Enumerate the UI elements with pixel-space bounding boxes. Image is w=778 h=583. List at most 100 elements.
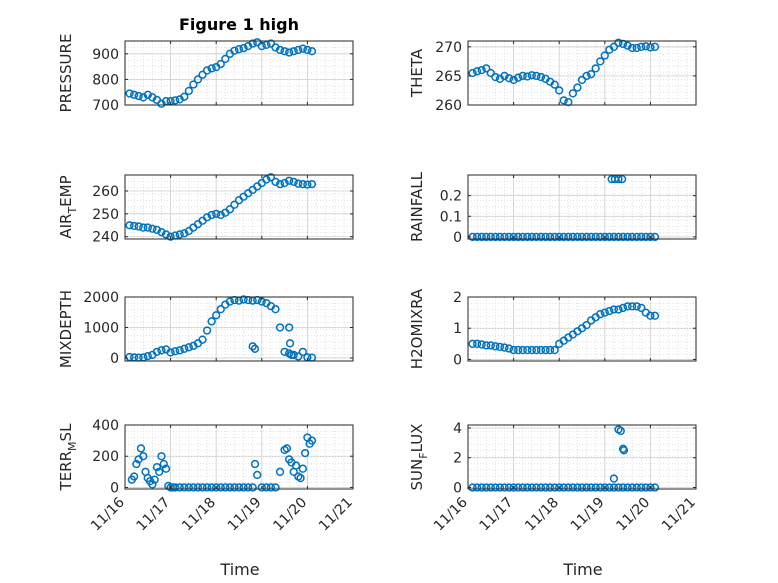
data-point [307,47,317,56]
y-tick-label: 200 [92,449,119,465]
data-point [650,483,660,492]
y-tick-label: 2000 [83,290,119,306]
data-point [180,92,189,101]
data-point [541,483,550,492]
data-point [628,232,637,242]
y-axis-label-main: THETA [408,48,426,98]
data-point [262,483,271,492]
x-tick-label: 11/19 [225,495,265,535]
data-point [159,459,168,469]
y-axis-label-subscript: T [66,207,79,215]
data-point [568,483,578,492]
data-point [628,302,637,311]
data-point [559,483,568,492]
data-point [157,452,166,461]
data-point [271,305,280,314]
data-point [550,80,559,89]
data-point [171,347,180,356]
data-point [623,232,632,242]
data-point [152,347,162,357]
data-point [216,210,225,220]
series-markers [468,38,660,107]
data-point [559,96,568,105]
subplot-left-3: 0 1000 2000 MIXDEPTH [57,290,354,368]
data-point [491,483,500,492]
data-point [287,350,296,360]
data-point [600,308,609,317]
data-point [577,483,587,492]
data-point [564,483,573,492]
data-point [605,306,614,316]
data-point [514,232,523,242]
data-point [545,345,555,355]
data-point [568,89,578,98]
data-point [221,483,230,492]
data-point [275,323,285,332]
data-point [148,480,157,489]
data-point [518,483,527,492]
data-point [239,44,248,53]
data-point [536,232,546,242]
data-point [632,43,641,53]
data-point [230,483,239,492]
data-point [225,205,235,214]
data-point [285,176,294,185]
data-point [136,444,146,453]
data-point [623,483,632,492]
data-point [527,71,536,80]
data-point [632,302,641,311]
data-point [212,311,221,320]
data-point [129,472,139,481]
data-point [486,68,495,78]
data-point [175,230,184,239]
data-point [541,232,550,242]
data-point [555,232,564,242]
y-axis-label: SUNFLUX [408,424,430,491]
data-point [282,444,292,453]
data-point [280,347,289,357]
data-point [262,175,271,184]
data-point [482,483,491,492]
y-axis-label-tail: EMP [57,175,75,206]
data-point [500,483,509,492]
y-axis-label: THETA [408,48,426,98]
data-point [139,223,148,232]
data-point [500,343,509,352]
data-point [514,345,523,355]
data-point [523,345,532,355]
y-axis-label: TERRMSL [57,423,79,492]
y-axis-label-main: PRESSURE [57,34,75,113]
data-point [234,483,244,492]
data-point [180,483,189,492]
data-point [202,326,212,335]
data-point [541,345,550,355]
data-point [582,320,591,330]
data-point [500,71,509,81]
data-point [468,339,477,348]
y-axis-label-subscript: F [417,452,430,458]
data-point [184,483,193,492]
data-point [614,305,623,314]
y-axis-label-main: H2OMIXRA [408,288,426,369]
series-markers [468,174,660,242]
data-point [152,462,162,472]
data-point [216,483,225,492]
data-point [641,42,650,51]
subplot-right-2: 0 0.1 0.2 RAINFALL [408,171,697,246]
data-point [504,232,514,242]
data-point [623,302,632,311]
y-tick-label: 260 [435,98,462,114]
data-point [198,483,207,492]
data-point [509,483,518,492]
axes-box [467,40,697,106]
y-axis-label-subscript: M [66,441,79,451]
data-point [472,67,482,76]
x-tick-label: 11/18 [179,495,219,535]
data-point [171,483,180,492]
data-point [482,64,491,73]
data-point [298,179,307,189]
data-point [285,323,294,332]
data-point [207,210,216,220]
data-point [175,346,184,355]
data-point [125,352,134,362]
